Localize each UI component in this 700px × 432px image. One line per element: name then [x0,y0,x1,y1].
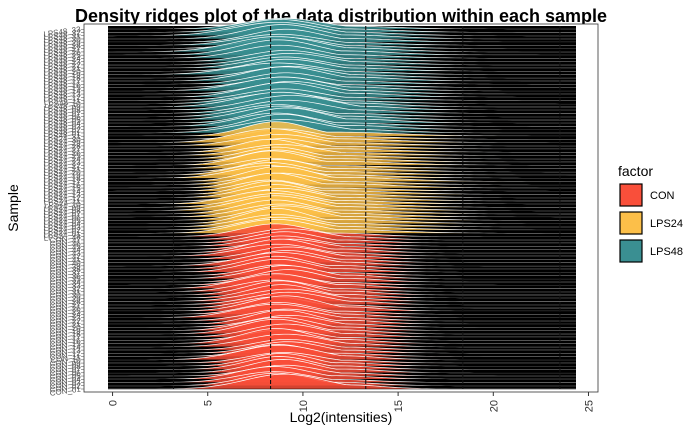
sample-label: CON_24 [49,310,82,323]
sample-label: CON_33 [49,281,82,294]
legend-label-lps24: LPS24 [650,218,683,230]
sample-label: CON_34 [49,278,82,291]
x-axis-title: Log2(intensities) [290,409,393,425]
sample-label: CON_03 [49,378,82,391]
x-tick-label: 10 [298,400,310,412]
sample-tick-labels: CON_01CON_02CON_03CON_04CON_05CON_06CON_… [43,25,84,398]
sample-label: CON_07 [49,365,82,378]
x-axis: 0 5 10 15 20 25 [108,392,595,412]
x-tick-label: 25 [583,400,595,412]
x-tick-label: 15 [393,400,405,412]
sample-label: CON_47 [49,235,82,248]
sample-label: CON_01 [49,384,82,397]
y-axis-title: Sample [5,184,21,232]
sample-label: CON_36 [49,271,82,284]
sample-label: CON_30 [49,291,82,304]
sample-label: CON_06 [49,368,82,381]
sample-label: CON_45 [49,242,82,255]
sample-label: CON_27 [49,300,82,313]
x-tick-label: 20 [488,400,500,412]
sample-label: CON_41 [49,255,82,268]
sample-label: CON_02 [49,381,82,394]
sample-label: CON_39 [49,261,82,274]
sample-label: CON_08 [49,362,82,375]
plot-panel [83,17,599,393]
sample-label: CON_09 [49,359,82,372]
sample-label: CON_42 [49,252,82,265]
legend-swatch-con [619,183,643,207]
sample-label: CON_11 [50,352,82,365]
legend-title: factor [618,163,653,179]
sample-label: CON_37 [49,268,82,281]
sample-label: CON_21 [49,320,82,333]
legend-label-con: CON [650,190,675,202]
sample-label: CON_23 [49,313,82,326]
sample-label: CON_28 [49,297,82,310]
sample-label: CON_13 [49,346,82,359]
sample-label: CON_04 [49,375,82,388]
legend-swatch-lps48 [619,239,643,263]
sample-label: CON_26 [49,303,82,316]
sample-label: CON_12 [49,349,82,362]
sample-label: CON_43 [49,248,82,261]
sample-label: CON_38 [49,265,82,278]
sample-label: CON_10 [49,355,82,368]
sample-label: CON_19 [49,326,82,339]
sample-label: CON_40 [49,258,82,271]
sample-label: CON_46 [49,239,82,252]
legend-label-lps48: LPS48 [650,246,683,258]
legend: factor CON LPS24 LPS48 [618,163,683,263]
sample-label: CON_44 [49,245,82,258]
sample-label: CON_18 [49,329,82,342]
legend-swatch-lps24 [619,211,643,235]
sample-label: CON_29 [49,294,82,307]
sample-label: CON_22 [49,316,82,329]
sample-label: CON_05 [49,372,82,385]
sample-label: CON_17 [49,333,82,346]
sample-label: CON_20 [49,323,82,336]
sample-label: CON_31 [49,287,82,300]
sample-label: CON_15 [49,339,82,352]
sample-label: CON_14 [49,342,82,355]
vertical-gridlines [172,26,561,389]
chart-title: Density ridges plot of the data distribu… [75,6,607,26]
ridge-layer [107,17,577,390]
sample-label: CON_16 [49,336,82,349]
sample-label: CON_48 [49,232,82,245]
sample-label: CON_35 [49,274,82,287]
x-tick-label: 0 [108,400,120,406]
x-tick-label: 5 [203,400,215,406]
sample-label: CON_32 [49,284,82,297]
sample-label: CON_25 [49,307,82,320]
